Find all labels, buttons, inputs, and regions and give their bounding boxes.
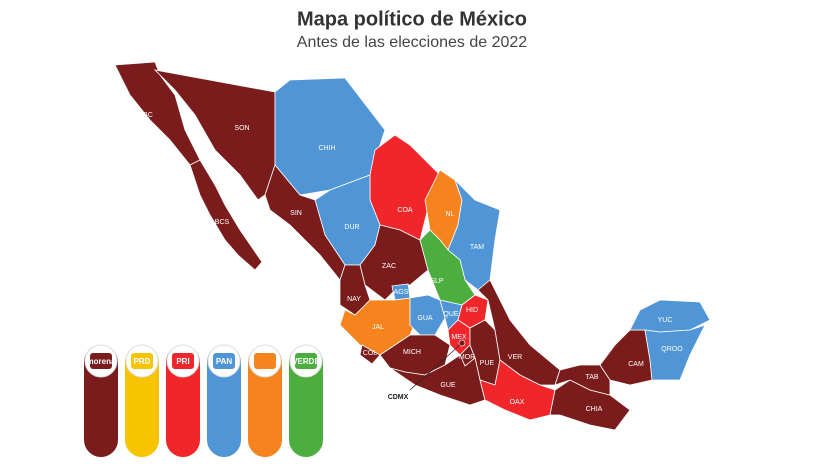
state-label: NL bbox=[446, 211, 455, 218]
state-label: DUR bbox=[344, 224, 359, 231]
state-label: CHIA bbox=[586, 406, 603, 413]
state-label: GUA bbox=[417, 315, 433, 322]
state-label: QUE bbox=[443, 311, 459, 318]
party-logo-mark bbox=[213, 353, 235, 369]
state-label: OAX bbox=[510, 399, 525, 406]
state bbox=[339, 264, 371, 316]
title: Mapa político de México bbox=[297, 8, 527, 30]
state-label: BC bbox=[143, 112, 153, 119]
state-label: GUE bbox=[440, 382, 456, 389]
state-label: YUC bbox=[658, 317, 673, 324]
state bbox=[554, 364, 611, 396]
state-label: AGS bbox=[394, 289, 409, 296]
party-label: PRD bbox=[134, 357, 151, 366]
party-logo-mark bbox=[90, 353, 112, 369]
legend: morena PRD PRI PAN VERDE bbox=[84, 344, 323, 457]
state bbox=[189, 159, 263, 271]
state bbox=[644, 324, 706, 381]
state-label: SON bbox=[234, 125, 249, 132]
state-label: QROO bbox=[661, 346, 683, 353]
state-label: TAB bbox=[585, 374, 598, 381]
state-label: SIN bbox=[290, 210, 302, 217]
state-label: COL bbox=[363, 350, 378, 357]
state-label: CHIH bbox=[318, 145, 335, 152]
party-label: morena bbox=[87, 357, 116, 366]
state-label: MOR bbox=[459, 354, 475, 361]
state-label: PUE bbox=[480, 360, 495, 367]
annotation: CDMX bbox=[388, 394, 409, 401]
party-logo-mark bbox=[254, 353, 276, 369]
state-label: VER bbox=[508, 354, 522, 361]
state-labels: BC BCS SON CHIH COA NL TAM DUR SIN ZAC SLP NAY AGS JA… bbox=[143, 112, 683, 413]
state-label: BCS bbox=[215, 219, 230, 226]
state bbox=[419, 229, 476, 306]
states bbox=[114, 61, 711, 431]
state-label: CAM bbox=[628, 361, 644, 368]
state-label: MICH bbox=[403, 349, 421, 356]
state bbox=[599, 329, 653, 386]
state-label: HID bbox=[466, 307, 478, 314]
state-label: NAY bbox=[347, 296, 361, 303]
state-label: MEX bbox=[451, 334, 467, 341]
state-label: TAM bbox=[470, 244, 484, 251]
leader-line bbox=[409, 342, 463, 391]
state-label: COA bbox=[397, 207, 413, 214]
party-label: VERDE bbox=[292, 357, 320, 366]
party-label: PAN bbox=[216, 357, 233, 366]
state bbox=[409, 294, 446, 336]
state bbox=[389, 354, 486, 406]
subtitle: Antes de las elecciones de 2022 bbox=[297, 34, 527, 51]
party-label: PRI bbox=[176, 357, 189, 366]
state-label: ZAC bbox=[382, 263, 396, 270]
state-label: SLP bbox=[430, 278, 444, 285]
party-logo-mark bbox=[131, 353, 153, 369]
state bbox=[359, 344, 381, 365]
party-logo-mark bbox=[172, 353, 194, 369]
state-label: JAL bbox=[372, 324, 384, 331]
party-logo-mark bbox=[295, 353, 317, 369]
